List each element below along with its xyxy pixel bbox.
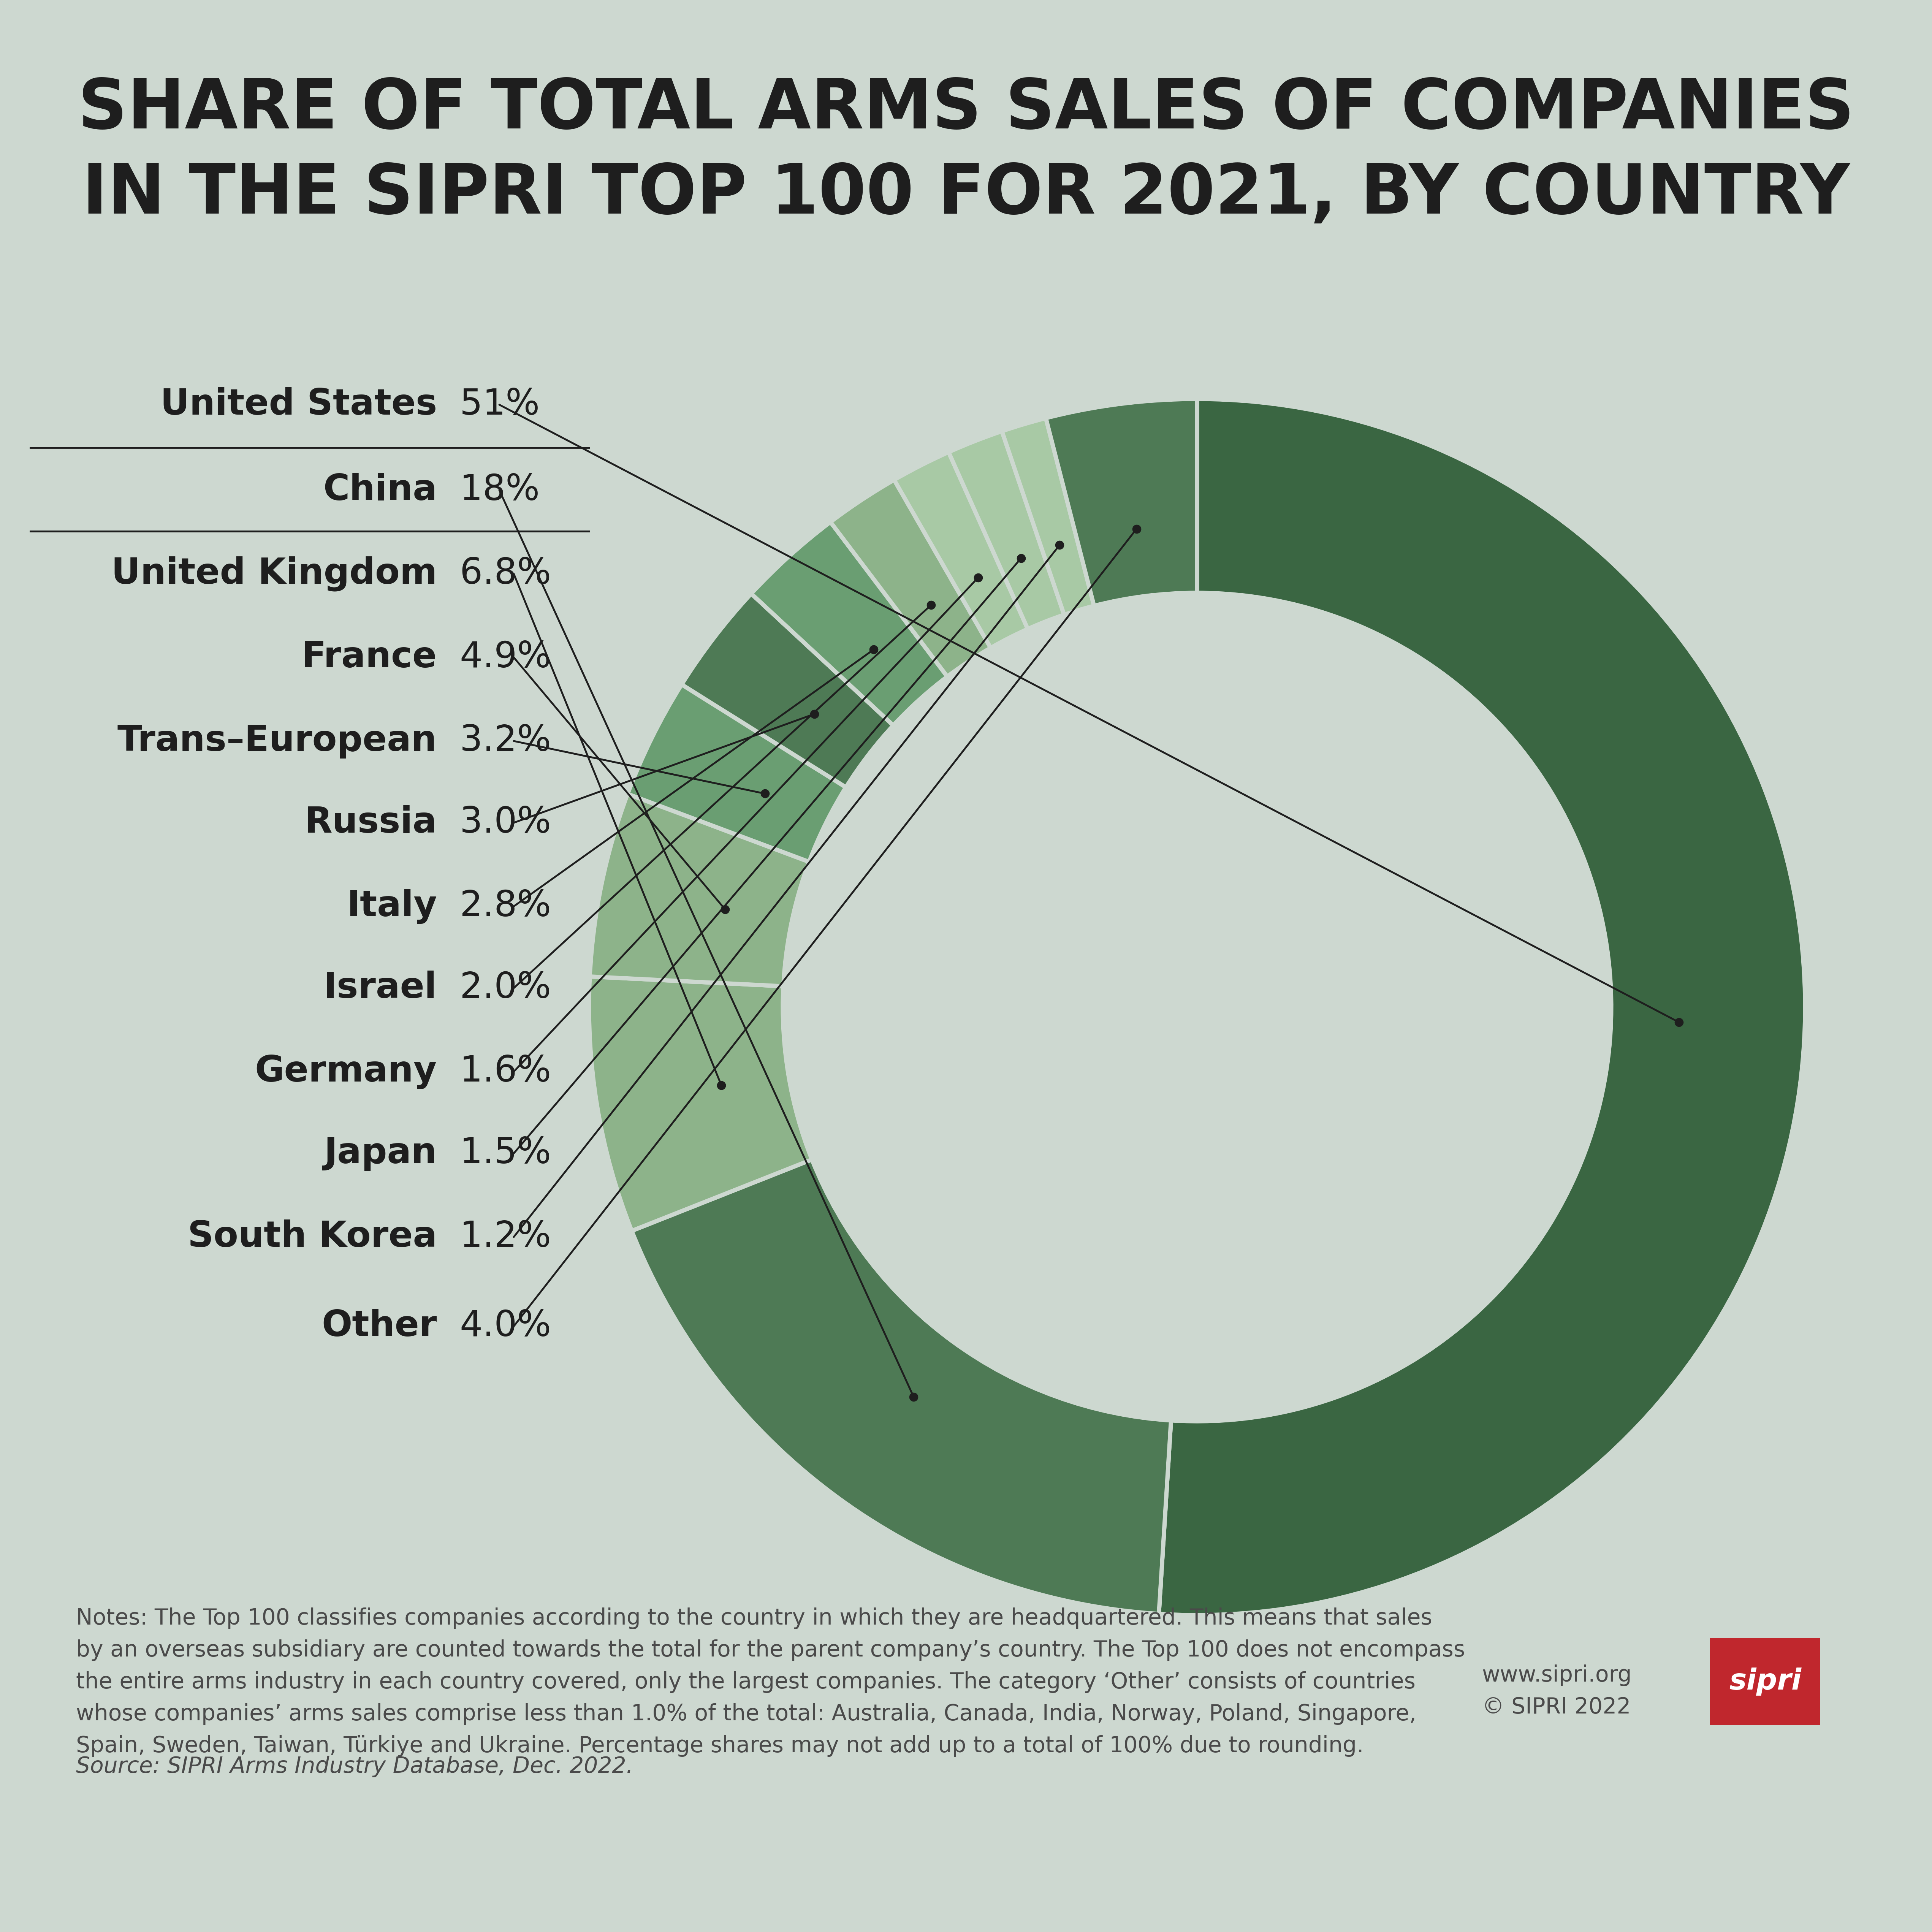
Wedge shape (1159, 400, 1804, 1615)
Wedge shape (682, 593, 893, 788)
Text: 1.6%: 1.6% (448, 1055, 551, 1090)
Text: 4.0%: 4.0% (448, 1308, 551, 1345)
FancyBboxPatch shape (1710, 1638, 1820, 1725)
Wedge shape (589, 976, 811, 1231)
Text: Trans–European: Trans–European (118, 724, 437, 759)
Wedge shape (589, 794, 810, 985)
Text: China: China (323, 473, 437, 508)
Text: Notes: The Top 100 classifies companies according to the country in which they a: Notes: The Top 100 classifies companies … (75, 1607, 1464, 1756)
Text: 2.8%: 2.8% (448, 889, 551, 923)
Text: 6.8%: 6.8% (448, 556, 551, 591)
Wedge shape (831, 479, 991, 676)
Text: 51%: 51% (448, 386, 539, 423)
Wedge shape (895, 452, 1028, 647)
Text: SHARE OF TOTAL ARMS SALES OF COMPANIES
IN THE SIPRI TOP 100 FOR 2021, BY COUNTRY: SHARE OF TOTAL ARMS SALES OF COMPANIES I… (77, 75, 1855, 228)
Text: 2.0%: 2.0% (448, 970, 551, 1005)
Text: 1.2%: 1.2% (448, 1219, 551, 1254)
Text: Japan: Japan (325, 1136, 437, 1171)
Text: Source: SIPRI Arms Industry Database, Dec. 2022.: Source: SIPRI Arms Industry Database, De… (75, 1756, 634, 1777)
Text: Russia: Russia (305, 806, 437, 840)
Text: 4.9%: 4.9% (448, 639, 551, 674)
Wedge shape (632, 1159, 1171, 1613)
Text: Other: Other (323, 1308, 437, 1345)
Text: United States: United States (160, 386, 437, 423)
Text: sipri: sipri (1729, 1667, 1801, 1696)
Wedge shape (1045, 400, 1198, 607)
Wedge shape (752, 522, 947, 724)
Text: United Kingdom: United Kingdom (112, 556, 437, 591)
Text: 1.5%: 1.5% (448, 1136, 551, 1171)
Wedge shape (949, 431, 1065, 630)
Text: Israel: Israel (325, 970, 437, 1005)
Text: France: France (301, 639, 437, 674)
Text: South Korea: South Korea (187, 1219, 437, 1254)
Text: 18%: 18% (448, 473, 539, 508)
Text: Italy: Italy (346, 889, 437, 923)
Text: 3.2%: 3.2% (448, 724, 551, 759)
Text: www.sipri.org
© SIPRI 2022: www.sipri.org © SIPRI 2022 (1482, 1665, 1633, 1718)
Wedge shape (628, 684, 846, 862)
Text: 3.0%: 3.0% (448, 806, 551, 840)
Wedge shape (1003, 417, 1094, 614)
Text: Germany: Germany (255, 1055, 437, 1090)
